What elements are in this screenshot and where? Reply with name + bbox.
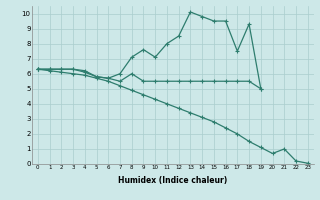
X-axis label: Humidex (Indice chaleur): Humidex (Indice chaleur) [118,176,228,185]
